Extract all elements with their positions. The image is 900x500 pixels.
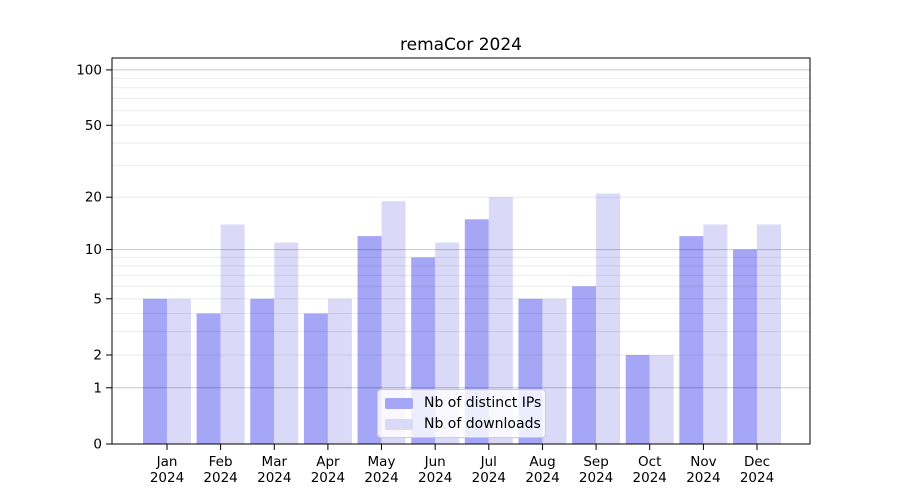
x-tick-label-month-apr-2024: Apr [316, 454, 340, 470]
bar-nb-of-downloads-dec-2024 [757, 224, 781, 444]
y-tick-label-100: 100 [76, 62, 102, 78]
x-tick-label-year-jan-2024: 2024 [150, 470, 184, 486]
x-tick-label-year-jul-2024: 2024 [472, 470, 506, 486]
legend-item-downloads: Nb of downloads [385, 416, 545, 432]
x-tick-label-month-jul-2024: Jul [480, 454, 497, 470]
x-tick-label-year-mar-2024: 2024 [257, 470, 291, 486]
x-axis: Jan2024Feb2024Mar2024Apr2024May2024Jun20… [150, 444, 774, 486]
legend: Nb of distinct IPs Nb of downloads [377, 389, 546, 438]
bar-nb-of-distinct-ips-jan-2024 [143, 298, 167, 444]
bar-nb-of-distinct-ips-nov-2024 [679, 236, 704, 444]
legend-label-downloads: Nb of downloads [424, 416, 541, 432]
x-tick-label-year-sep-2024: 2024 [579, 470, 613, 486]
x-tick-label-month-dec-2024: Dec [744, 454, 770, 470]
legend-label-distinct-ips: Nb of distinct IPs [424, 395, 542, 411]
y-tick-label-10: 10 [85, 242, 102, 258]
plot-border [111, 57, 811, 445]
y-tick-label-1: 1 [93, 380, 102, 396]
x-tick-label-month-jan-2024: Jan [156, 454, 178, 470]
y-tick-label-0: 0 [93, 437, 102, 453]
bars-group [143, 193, 781, 444]
x-tick-label-month-jun-2024: Jun [424, 454, 446, 470]
bar-nb-of-downloads-nov-2024 [703, 224, 728, 444]
legend-item-distinct-ips: Nb of distinct IPs [385, 395, 545, 411]
x-tick-label-month-nov-2024: Nov [690, 454, 716, 470]
bar-nb-of-distinct-ips-oct-2024 [625, 355, 650, 444]
bar-nb-of-downloads-apr-2024 [327, 298, 352, 444]
x-tick-label-year-apr-2024: 2024 [311, 470, 345, 486]
y-tick-label-5: 5 [93, 291, 102, 307]
bar-nb-of-distinct-ips-apr-2024 [303, 313, 328, 444]
x-tick-label-year-may-2024: 2024 [364, 470, 398, 486]
y-tick-label-50: 50 [85, 118, 102, 134]
bar-nb-of-distinct-ips-feb-2024 [196, 313, 221, 444]
x-tick-label-year-oct-2024: 2024 [633, 470, 667, 486]
x-tick-label-month-mar-2024: Mar [262, 454, 288, 470]
bar-nb-of-downloads-feb-2024 [220, 224, 245, 444]
x-tick-label-year-dec-2024: 2024 [740, 470, 774, 486]
y-tick-label-2: 2 [93, 348, 102, 364]
x-tick-label-month-sep-2024: Sep [583, 454, 608, 470]
chart-title: remaCor 2024 [400, 35, 522, 55]
bar-nb-of-downloads-jan-2024 [167, 298, 191, 444]
x-tick-label-month-aug-2024: Aug [529, 454, 555, 470]
x-tick-label-year-aug-2024: 2024 [525, 470, 559, 486]
x-tick-label-month-may-2024: May [368, 454, 396, 470]
x-tick-label-year-jun-2024: 2024 [418, 470, 452, 486]
x-tick-label-month-feb-2024: Feb [209, 454, 233, 470]
legend-swatch-distinct-ips [385, 397, 413, 409]
bar-nb-of-downloads-sep-2024 [596, 193, 621, 444]
x-tick-label-year-nov-2024: 2024 [686, 470, 720, 486]
bar-nb-of-downloads-mar-2024 [274, 242, 299, 444]
x-tick-label-month-oct-2024: Oct [638, 454, 661, 470]
gridlines-group [112, 69, 810, 389]
bar-nb-of-distinct-ips-sep-2024 [572, 286, 597, 444]
x-tick-label-year-feb-2024: 2024 [203, 470, 237, 486]
bar-nb-of-distinct-ips-mar-2024 [250, 298, 275, 444]
bar-nb-of-distinct-ips-dec-2024 [733, 249, 757, 444]
legend-swatch-downloads [385, 418, 413, 430]
bar-nb-of-downloads-oct-2024 [649, 355, 674, 444]
y-tick-label-20: 20 [85, 190, 102, 206]
bar-nb-of-downloads-aug-2024 [542, 298, 567, 444]
